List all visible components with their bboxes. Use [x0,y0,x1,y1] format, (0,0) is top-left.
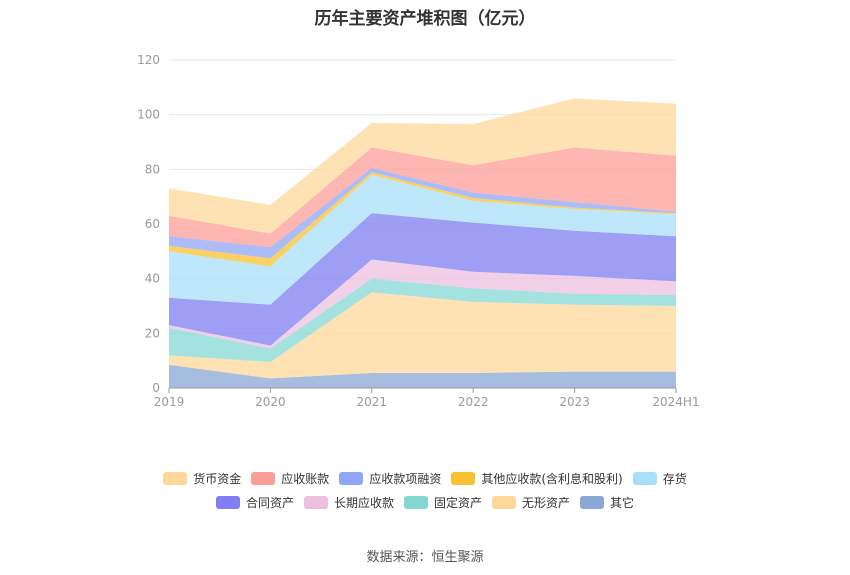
y-tick-label: 20 [145,326,160,340]
legend-swatch [163,472,188,485]
legend-swatch [303,496,328,509]
x-tick-label: 2022 [458,395,489,409]
legend-item[interactable]: 货币资金 [163,470,241,487]
area-货币资金 [169,98,676,234]
legend-swatch [580,496,605,509]
legend-item[interactable]: 存货 [632,470,687,487]
area-其他应收款(含利息和股利) [169,172,676,267]
data-source-note: 数据来源：恒生聚源 [366,550,484,565]
legend-label: 固定资产 [433,496,482,510]
axes: 0 20 40 60 80 100 120 2019 2020 2021 2022 2023 2024H… [137,53,700,409]
x-tick-label: 2019 [154,395,185,409]
area-合同资产 [169,213,676,346]
legend-swatch [451,472,476,485]
area-固定资产 [169,278,676,362]
y-tick-label: 0 [152,381,160,395]
area-长期应收款 [169,259,676,349]
x-tick-label: 2020 [255,395,286,409]
legend-swatch [492,496,516,509]
legend-item[interactable]: 其它 [580,494,634,511]
area-series [169,98,676,388]
legend: 货币资金 应收账款 应收款项融资 其他应收款(含利息和股利) 存货 合同资产 长期应收款 固… [0,470,850,518]
y-tick-label: 60 [145,217,160,231]
area-存货 [169,174,676,305]
x-tick-label: 2021 [357,395,388,409]
legend-item[interactable]: 应收款项融资 [339,470,441,487]
legend-label: 应收款项融资 [369,472,442,486]
legend-label: 其它 [610,496,635,510]
y-tick-label: 80 [145,162,160,176]
legend-item[interactable]: 固定资产 [403,494,482,511]
legend-item[interactable]: 应收账款 [251,470,329,487]
legend-item[interactable]: 合同资产 [215,494,294,511]
legend-label: 无形资产 [522,496,571,510]
area-应收款项融资 [169,168,676,259]
chart-title: 历年主要资产堆积图（亿元） [314,9,536,29]
x-tick-label: 2023 [559,395,590,409]
legend-label: 货币资金 [193,472,242,486]
legend-row-2: 合同资产 长期应收款 固定资产 无形资产 其它 [0,494,850,511]
x-tick-label: 2024H1 [652,395,699,409]
legend-label: 其他应收款(含利息和股利) [481,472,623,486]
legend-item[interactable]: 长期应收款 [303,494,394,511]
legend-swatch [339,472,364,485]
legend-row-1: 货币资金 应收账款 应收款项融资 其他应收款(含利息和股利) 存货 [0,470,850,487]
y-tick-label: 120 [137,53,160,67]
area-应收账款 [169,147,676,248]
legend-swatch [251,472,276,485]
legend-item[interactable]: 无形资产 [492,494,570,511]
area-其它 [169,364,676,388]
legend-label: 长期应收款 [333,496,394,510]
legend-item[interactable]: 其他应收款(含利息和股利) [451,470,623,487]
legend-label: 存货 [662,472,687,486]
legend-label: 合同资产 [245,496,294,510]
area-无形资产 [169,292,676,379]
legend-swatch [215,496,240,509]
legend-swatch [632,472,657,485]
legend-label: 应收账款 [281,472,330,486]
y-tick-label: 40 [145,272,160,286]
legend-swatch [403,496,428,509]
y-tick-label: 100 [137,108,160,122]
